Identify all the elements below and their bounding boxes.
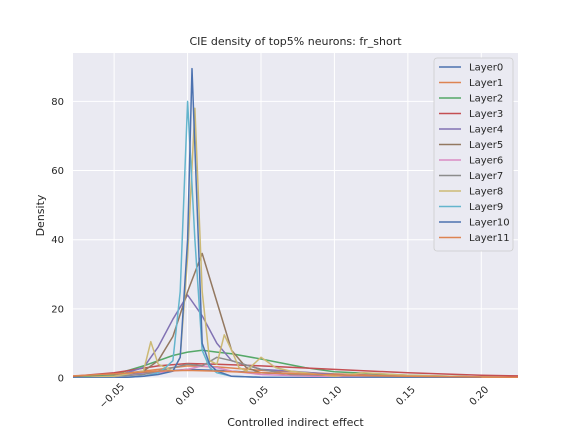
legend: Layer0 Layer1 Layer2 Layer3 Layer4 Layer5 Laye… xyxy=(433,57,514,252)
series-line-layer10 xyxy=(73,67,482,378)
legend-label: Layer7 xyxy=(469,171,503,182)
series-lines xyxy=(73,67,518,378)
legend-label: Layer8 xyxy=(469,187,503,198)
legend-label: Layer6 xyxy=(469,156,503,167)
y-axis-label: Density xyxy=(34,194,47,236)
y-tick-label: 60 xyxy=(51,166,64,177)
y-tick-label: 40 xyxy=(51,235,64,246)
legend-label: Layer3 xyxy=(469,109,503,120)
legend-box xyxy=(433,57,514,252)
series-line-layer8 xyxy=(73,107,518,378)
y-tick-label: 20 xyxy=(51,304,64,315)
legend-label: Layer1 xyxy=(469,78,503,89)
legend-label: Layer9 xyxy=(469,202,503,213)
x-axis-label: Controlled indirect effect xyxy=(227,416,364,429)
legend-label: Layer11 xyxy=(469,233,510,244)
y-tick-labels: 0 20 40 60 80 xyxy=(51,97,64,385)
legend-label: Layer5 xyxy=(469,140,503,151)
legend-label: Layer4 xyxy=(469,125,503,136)
series-line-layer11 xyxy=(73,369,518,378)
y-tick-label: 0 xyxy=(58,374,64,385)
chart-title: CIE density of top5% neurons: fr_short xyxy=(189,35,402,48)
legend-label: Layer2 xyxy=(469,94,503,105)
y-tick-label: 80 xyxy=(51,97,64,108)
legend-label: Layer0 xyxy=(469,63,503,74)
legend-label: Layer10 xyxy=(469,218,510,229)
